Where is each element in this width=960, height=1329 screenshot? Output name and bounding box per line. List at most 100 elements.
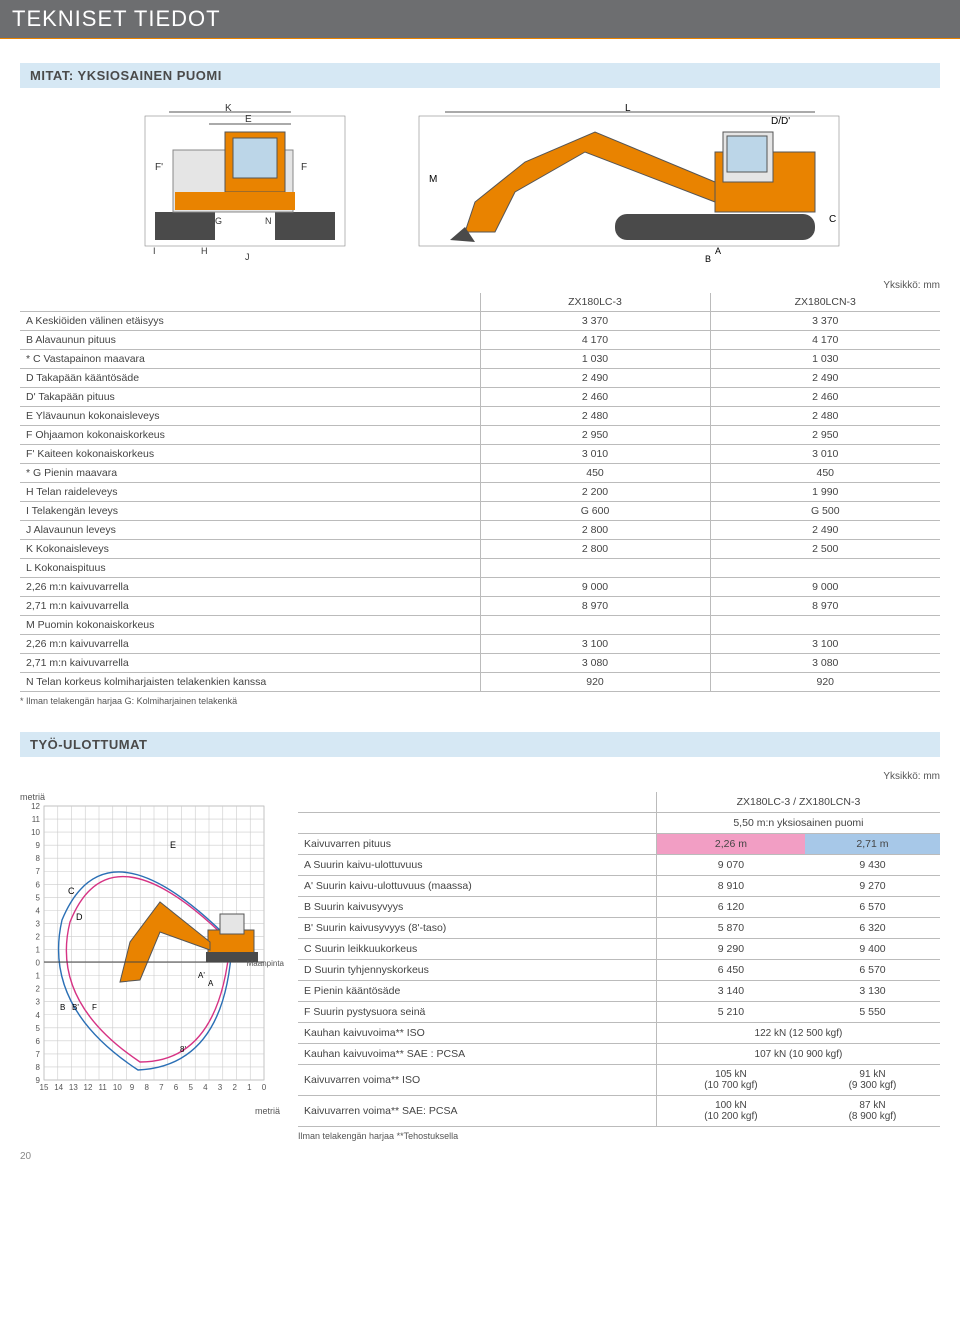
svg-text:8': 8' — [180, 1045, 186, 1054]
ground-label: Maanpinta — [24, 959, 284, 968]
reach-table-wrap: ZX180LC-3 / ZX180LCN-3 5,50 m:n yksiosai… — [298, 792, 940, 1141]
svg-text:9: 9 — [36, 841, 41, 850]
spec-val: 2 500 — [710, 540, 940, 559]
reach-val: 3 130 — [805, 981, 940, 1002]
spec-val: 2 490 — [710, 369, 940, 388]
svg-text:10: 10 — [31, 828, 40, 837]
svg-text:2: 2 — [36, 932, 41, 941]
spec-val: G 500 — [710, 502, 940, 521]
spec-row-label: 2,26 m:n kaivuvarrella — [20, 578, 480, 597]
spec-row-label: L Kokonaispituus — [20, 559, 480, 578]
svg-text:D/D': D/D' — [771, 116, 790, 127]
svg-text:G: G — [215, 216, 222, 226]
spec-val: 2 480 — [710, 407, 940, 426]
reach-val: 6 120 — [656, 897, 805, 918]
spec-row-label: D' Takapään pituus — [20, 388, 480, 407]
svg-text:5: 5 — [188, 1083, 193, 1092]
svg-text:14: 14 — [54, 1083, 63, 1092]
spec-row-label: E Ylävaunun kokonaisleveys — [20, 407, 480, 426]
spec-val: 3 010 — [710, 445, 940, 464]
svg-text:8: 8 — [36, 1063, 41, 1072]
spec-val: 450 — [480, 464, 710, 483]
svg-text:F': F' — [155, 162, 163, 173]
svg-text:B': B' — [72, 1003, 79, 1012]
svg-text:D: D — [76, 912, 83, 922]
svg-text:11: 11 — [99, 1083, 108, 1092]
svg-text:3: 3 — [218, 1083, 223, 1092]
force-label: Kauhan kaivuvoima** SAE : PCSA — [298, 1044, 656, 1065]
svg-text:L: L — [625, 103, 631, 114]
reach-label: B Suurin kaivusyvyys — [298, 897, 656, 918]
spec-row-label: F Ohjaamon kokonaiskorkeus — [20, 426, 480, 445]
section1-title: MITAT: YKSIOSAINEN PUOMI — [20, 63, 940, 88]
footnote-1: * Ilman telakengän harjaa G: Kolmiharjai… — [20, 696, 940, 706]
svg-text:2: 2 — [232, 1083, 237, 1092]
diagram-row: K E F' F G N I H J L D/D' M A — [20, 102, 940, 262]
svg-text:A': A' — [198, 971, 205, 980]
arm-1: 2,26 m — [656, 834, 805, 855]
svg-text:7: 7 — [159, 1083, 164, 1092]
svg-text:M: M — [429, 174, 437, 185]
arm-label: Kaivuvarren pituus — [298, 834, 656, 855]
reach-val: 3 140 — [656, 981, 805, 1002]
svg-text:6: 6 — [36, 880, 41, 889]
spec-val: 2 490 — [710, 521, 940, 540]
spec-table: ZX180LC-3 ZX180LCN-3 A Keskiöiden väline… — [20, 293, 940, 692]
svg-text:8: 8 — [36, 854, 41, 863]
svg-text:7: 7 — [36, 1050, 41, 1059]
force-val: 91 kN (9 300 kgf) — [805, 1065, 940, 1096]
force-label: Kauhan kaivuvoima** ISO — [298, 1023, 656, 1044]
spec-val: 2 480 — [480, 407, 710, 426]
svg-text:5: 5 — [36, 893, 41, 902]
spec-val: 920 — [710, 673, 940, 692]
svg-text:1: 1 — [36, 972, 41, 981]
svg-text:I: I — [153, 246, 156, 256]
spec-val: 4 170 — [480, 331, 710, 350]
reach-val: 5 210 — [656, 1002, 805, 1023]
svg-text:C: C — [68, 886, 75, 896]
reach-val: 6 570 — [805, 960, 940, 981]
diag-label-bottom: metriä — [20, 1106, 280, 1116]
spec-val: 2 200 — [480, 483, 710, 502]
spec-row-label: D Takapään kääntösäde — [20, 369, 480, 388]
spec-val: 3 100 — [710, 635, 940, 654]
svg-text:9: 9 — [130, 1083, 135, 1092]
svg-text:8: 8 — [144, 1083, 149, 1092]
unit-note-2: Yksikkö: mm — [20, 771, 940, 782]
spec-val — [710, 559, 940, 578]
reach-label: E Pienin kääntösäde — [298, 981, 656, 1002]
spec-row-label: N Telan korkeus kolmiharjaisten telakenk… — [20, 673, 480, 692]
reach-label: F Suurin pystysuora seinä — [298, 1002, 656, 1023]
diag-label-top: metriä — [20, 792, 280, 802]
spec-val: 2 800 — [480, 540, 710, 559]
svg-text:13: 13 — [69, 1083, 78, 1092]
unit-note-1: Yksikkö: mm — [20, 280, 940, 291]
spec-val: 2 800 — [480, 521, 710, 540]
page-header: TEKNISET TIEDOT — [0, 0, 960, 38]
svg-text:B: B — [705, 254, 711, 262]
spec-val: 8 970 — [480, 597, 710, 616]
model-header: ZX180LC-3 / ZX180LCN-3 — [656, 792, 940, 813]
reach-row: metriä — [20, 792, 940, 1141]
svg-text:11: 11 — [32, 815, 41, 824]
force-label: Kaivuvarren voima** ISO — [298, 1065, 656, 1096]
spec-row-label: I Telakengän leveys — [20, 502, 480, 521]
force-val: 100 kN (10 200 kgf) — [656, 1096, 805, 1127]
spec-val — [710, 616, 940, 635]
spec-val: 4 170 — [710, 331, 940, 350]
reach-val: 9 290 — [656, 939, 805, 960]
spec-row-label: 2,26 m:n kaivuvarrella — [20, 635, 480, 654]
reach-val: 9 070 — [656, 855, 805, 876]
reach-table: ZX180LC-3 / ZX180LCN-3 5,50 m:n yksiosai… — [298, 792, 940, 1127]
svg-text:1: 1 — [36, 946, 41, 955]
front-view-diagram: K E F' F G N I H J — [115, 102, 375, 262]
svg-text:3: 3 — [36, 998, 41, 1007]
spec-val: 2 950 — [710, 426, 940, 445]
svg-text:2: 2 — [36, 985, 41, 994]
svg-text:7: 7 — [36, 867, 41, 876]
page-content: MITAT: YKSIOSAINEN PUOMI K E F' F G N I … — [0, 63, 960, 1182]
spec-val: 3 370 — [480, 312, 710, 331]
spec-row-label: * G Pienin maavara — [20, 464, 480, 483]
spec-val: 2 460 — [480, 388, 710, 407]
spec-val: 450 — [710, 464, 940, 483]
